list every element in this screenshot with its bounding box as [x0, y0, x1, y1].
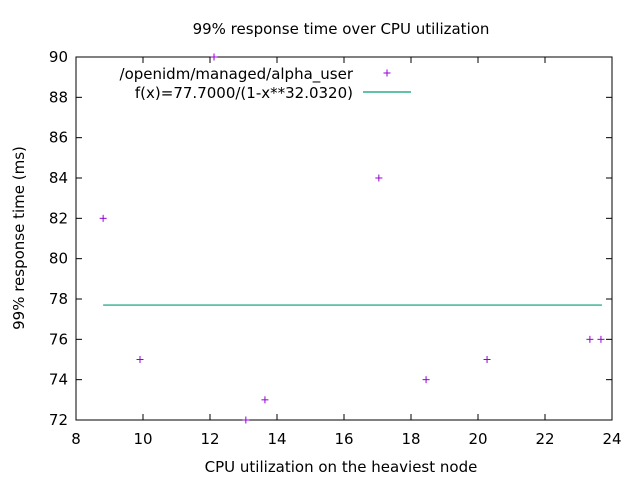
- chart-title: 99% response time over CPU utilization: [193, 20, 490, 38]
- data-point: [597, 335, 605, 343]
- plot-border: [75, 56, 613, 421]
- x-axis-label: CPU utilization on the heaviest node: [205, 458, 478, 476]
- data-point: [242, 416, 250, 424]
- legend: /openidm/managed/alpha_user f(x)=77.7000…: [120, 65, 411, 102]
- legend-label-fit: f(x)=77.7000/(1-x**32.0320): [135, 84, 353, 102]
- data-point: [136, 356, 144, 363]
- data-point: [375, 174, 383, 182]
- y-tick-label: 86: [49, 129, 68, 147]
- data-point: [483, 356, 491, 363]
- data-point: [586, 335, 594, 343]
- y-tick-label: 82: [49, 209, 68, 227]
- data-point: [261, 396, 269, 404]
- x-tick-label: 16: [334, 430, 353, 448]
- y-tick-label: 76: [49, 330, 68, 348]
- x-tick-label: 12: [200, 430, 219, 448]
- y-tick-label: 88: [49, 88, 68, 106]
- y-tick-label: 72: [49, 411, 68, 429]
- data-point: [99, 214, 107, 222]
- legend-label-points: /openidm/managed/alpha_user: [120, 65, 354, 84]
- x-tick-label: 22: [535, 430, 554, 448]
- x-tick-label: 20: [468, 430, 487, 448]
- data-point: [210, 53, 218, 61]
- x-tick-label: 24: [602, 430, 621, 448]
- y-tick-label: 74: [49, 371, 68, 389]
- x-tick-label: 18: [401, 430, 420, 448]
- y-tick-label: 80: [49, 250, 68, 268]
- y-axis-label: 99% response time (ms): [10, 146, 28, 330]
- legend-point-marker: [383, 69, 391, 77]
- y-tick-label: 84: [49, 169, 68, 187]
- y-tick-label: 78: [49, 290, 68, 308]
- x-tick-label: 14: [267, 430, 286, 448]
- x-tick-label: 8: [71, 430, 81, 448]
- data-point: [422, 376, 430, 384]
- y-tick-label: 90: [49, 48, 68, 66]
- x-tick-label: 10: [133, 430, 152, 448]
